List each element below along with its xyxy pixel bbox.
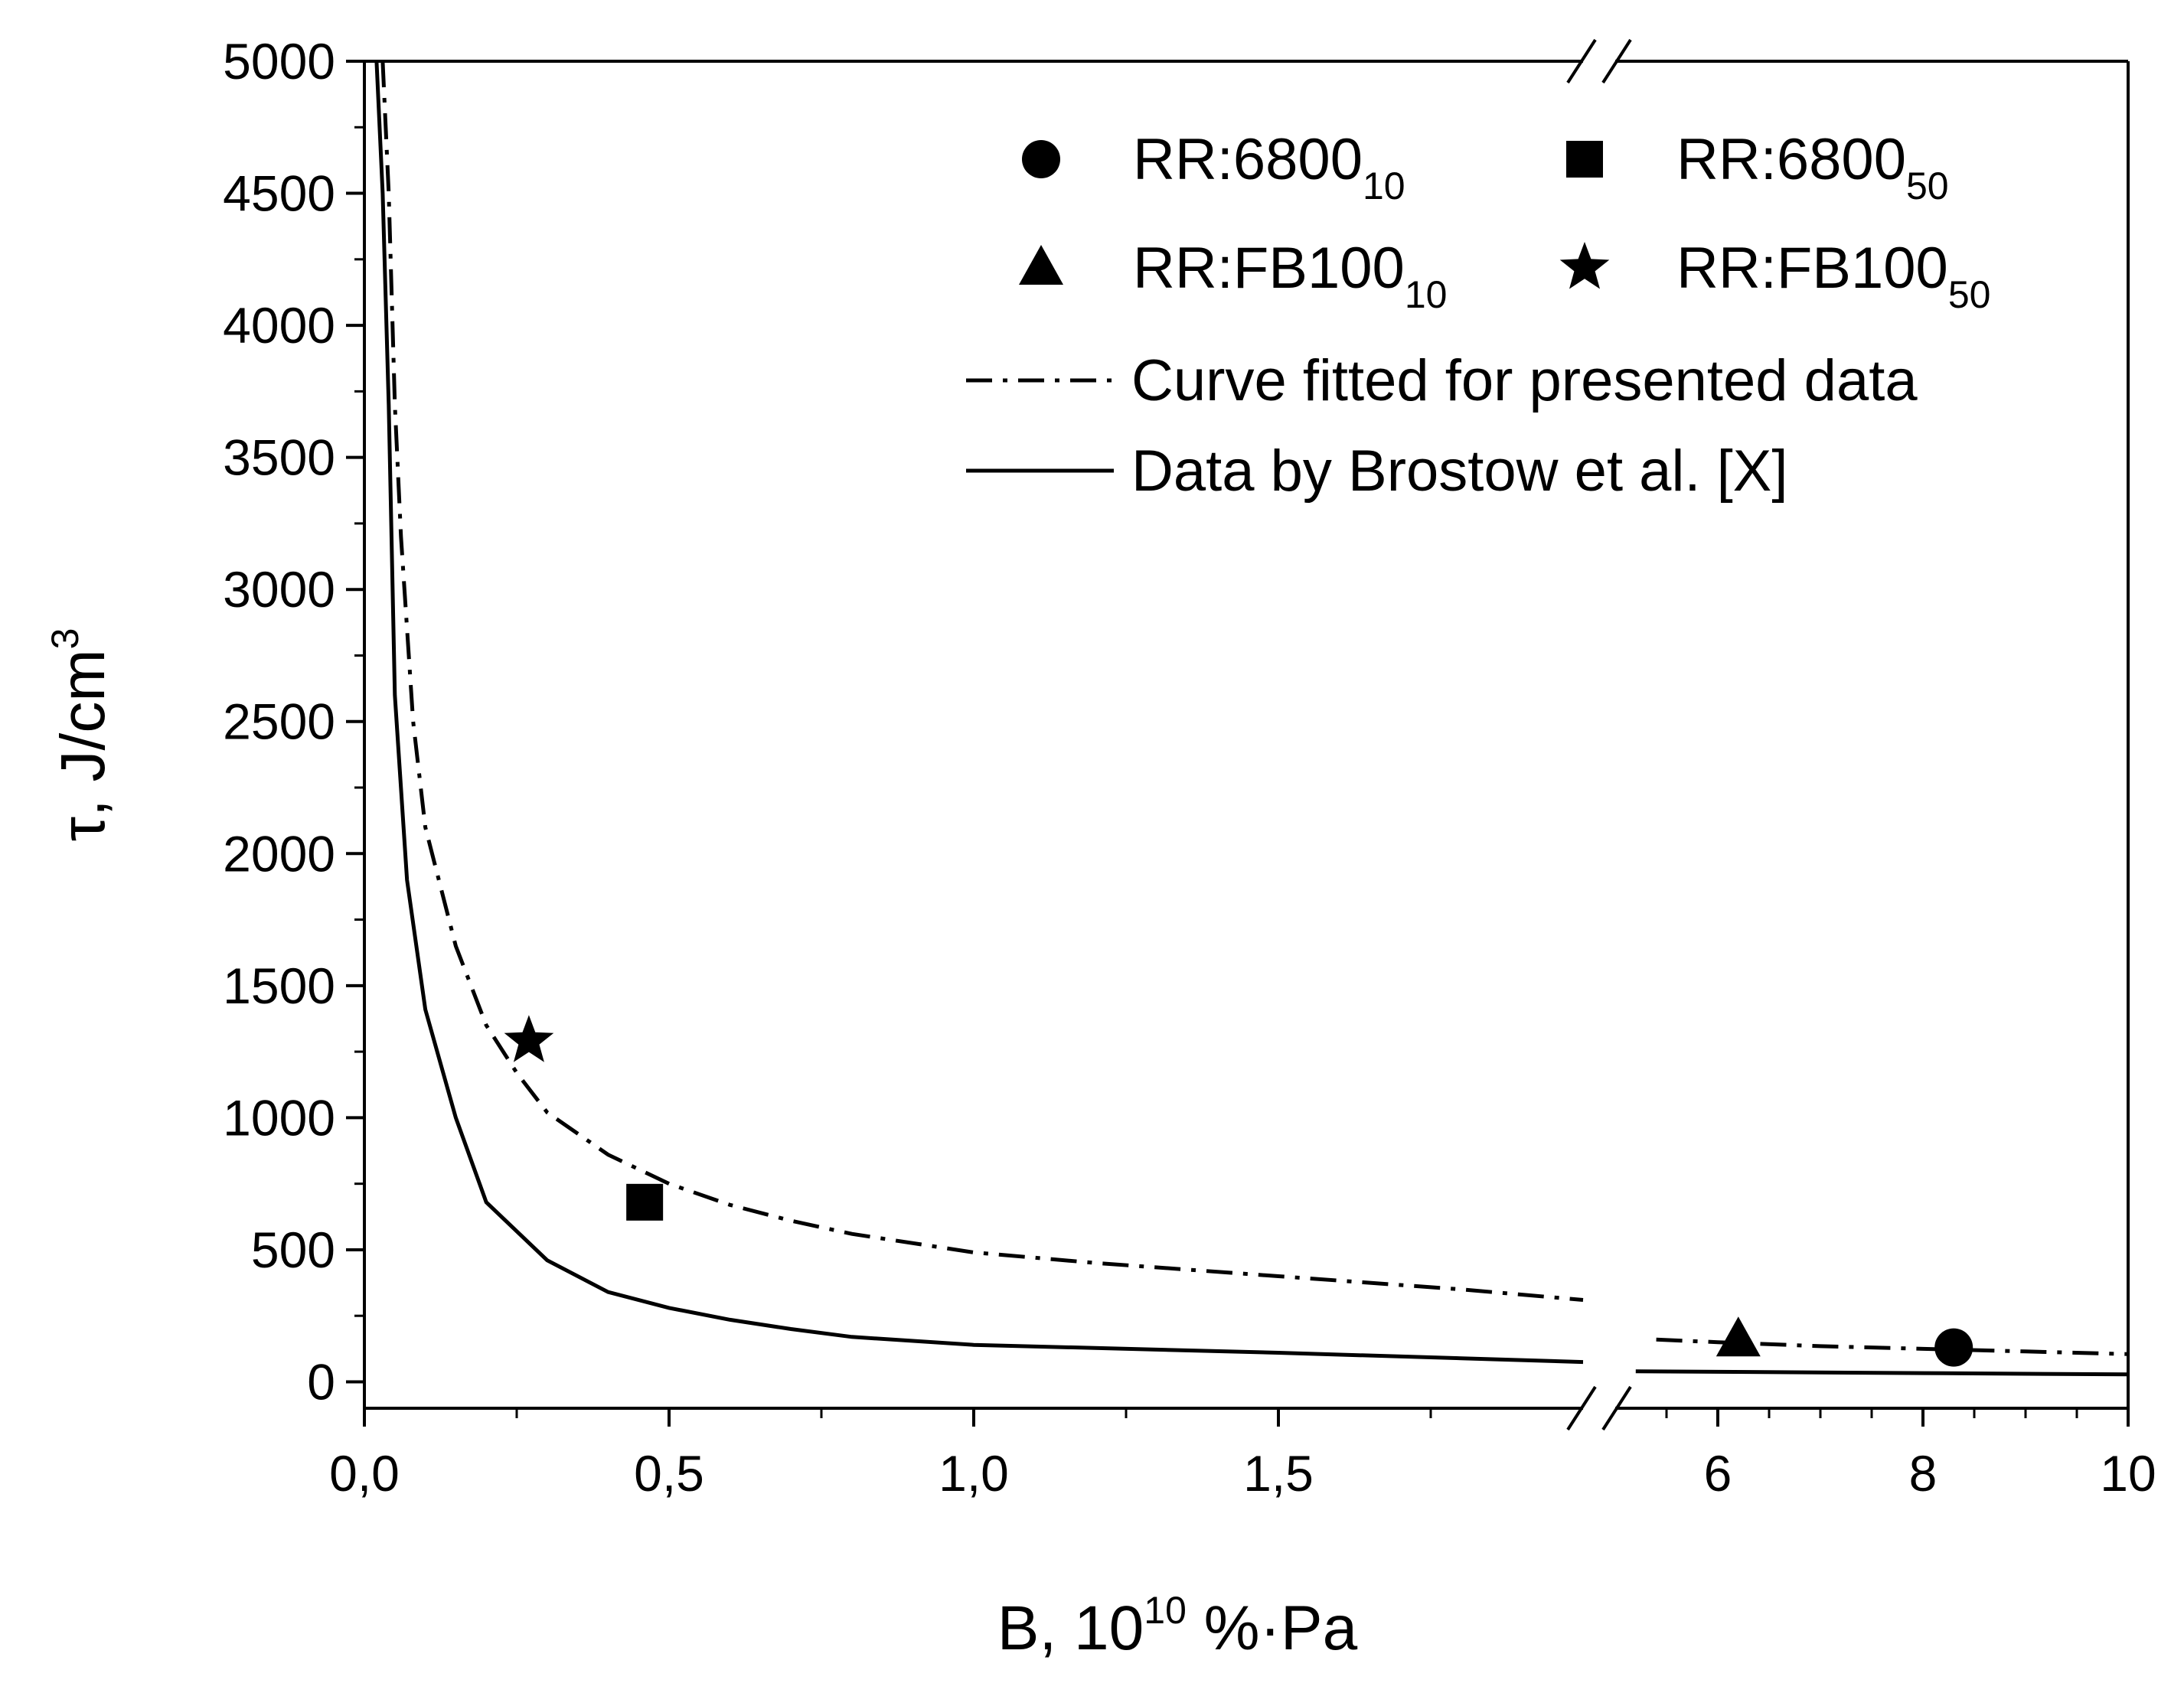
bottom-break-slash xyxy=(1566,1385,1597,1431)
legend-label-subscript: 10 xyxy=(1405,273,1448,316)
x-tick-label: 0,5 xyxy=(634,1445,704,1502)
legend-label-name: RR:6800 xyxy=(1676,127,1906,192)
y-tick-label: 0 xyxy=(307,1353,335,1410)
legend-label: Data by Brostow et al. [X] xyxy=(1131,439,1788,504)
legend-label: RR:680010 xyxy=(1133,127,1405,207)
y-tick-label: 1500 xyxy=(223,957,335,1014)
legend-label: RR:FB10010 xyxy=(1133,236,1447,316)
x-tick-label: 1,0 xyxy=(939,1445,1009,1502)
legend-label-name: RR:FB100 xyxy=(1133,236,1405,301)
top-break-slash xyxy=(1566,38,1597,84)
x-axis-title-sup: 10 xyxy=(1144,1589,1187,1632)
legend-marker-circle xyxy=(1022,140,1060,178)
break-gap xyxy=(1585,1385,1614,1431)
fitted-curve-line xyxy=(1656,1337,2128,1356)
y-axis-title-main: τ, J/cm xyxy=(48,649,118,841)
x-tick-label: 8 xyxy=(1909,1445,1938,1502)
y-tick-label: 3000 xyxy=(223,561,335,618)
break-gap xyxy=(1585,38,1614,84)
x-axis: 0,0 0,5 1,0 1,5 6 8 10 xyxy=(329,1408,2156,1502)
legend-marker-square xyxy=(1566,141,1603,178)
data-point-star xyxy=(504,1015,554,1062)
series-layer xyxy=(374,61,2128,1377)
x-axis-title: B, 1010 %·Pa xyxy=(997,1589,1358,1663)
legend-label-name: RR:6800 xyxy=(1133,127,1363,192)
x-tick-label: 6 xyxy=(1704,1445,1732,1502)
brostow-data-line xyxy=(1635,1369,2128,1377)
y-tick-label: 5000 xyxy=(223,33,335,90)
data-point-circle xyxy=(1934,1328,1973,1367)
y-tick-label: 2000 xyxy=(223,825,335,882)
y-tick-label: 4500 xyxy=(223,165,335,222)
legend-label-subscript: 50 xyxy=(1906,165,1949,207)
y-axis: 0 500 1000 1500 2000 2500 3000 3500 4000 4500 5000 xyxy=(223,33,364,1410)
legend-marker-triangle xyxy=(1019,245,1063,285)
x-tick-label: 1,5 xyxy=(1243,1445,1314,1502)
data-point-triangle xyxy=(1716,1316,1761,1357)
x-tick-label: 10 xyxy=(2100,1445,2156,1502)
x-tick-label: 0,0 xyxy=(329,1445,400,1502)
y-axis-title-sup: 3 xyxy=(44,628,87,650)
brostow-data-line xyxy=(374,61,1584,1365)
fitted-curve-line xyxy=(380,61,1584,1302)
data-point-square xyxy=(626,1183,664,1221)
y-tick-label: 1000 xyxy=(223,1089,335,1146)
y-tick-label: 2500 xyxy=(223,693,335,750)
x-axis-title-unit: %·Pa xyxy=(1187,1593,1358,1663)
legend-label-subscript: 10 xyxy=(1363,165,1405,207)
legend-label: RR:FB10050 xyxy=(1676,236,1990,316)
axis-break-marks xyxy=(1566,38,1632,1431)
y-axis-title: τ, J/cm3 xyxy=(44,628,118,842)
y-tick-label: 4000 xyxy=(223,297,335,354)
legend-label: Curve fitted for presented data xyxy=(1131,348,1918,413)
bottom-break-slash xyxy=(1601,1385,1632,1431)
legend-marker-star xyxy=(1559,242,1610,289)
legend-label-name: RR:FB100 xyxy=(1676,236,1948,301)
legend-label: RR:680050 xyxy=(1676,127,1949,207)
x-axis-title-main: B, 10 xyxy=(997,1593,1144,1663)
top-break-slash xyxy=(1601,38,1632,84)
y-tick-label: 3500 xyxy=(223,429,335,486)
y-tick-label: 500 xyxy=(251,1221,335,1278)
legend-label-subscript: 50 xyxy=(1948,273,1991,316)
